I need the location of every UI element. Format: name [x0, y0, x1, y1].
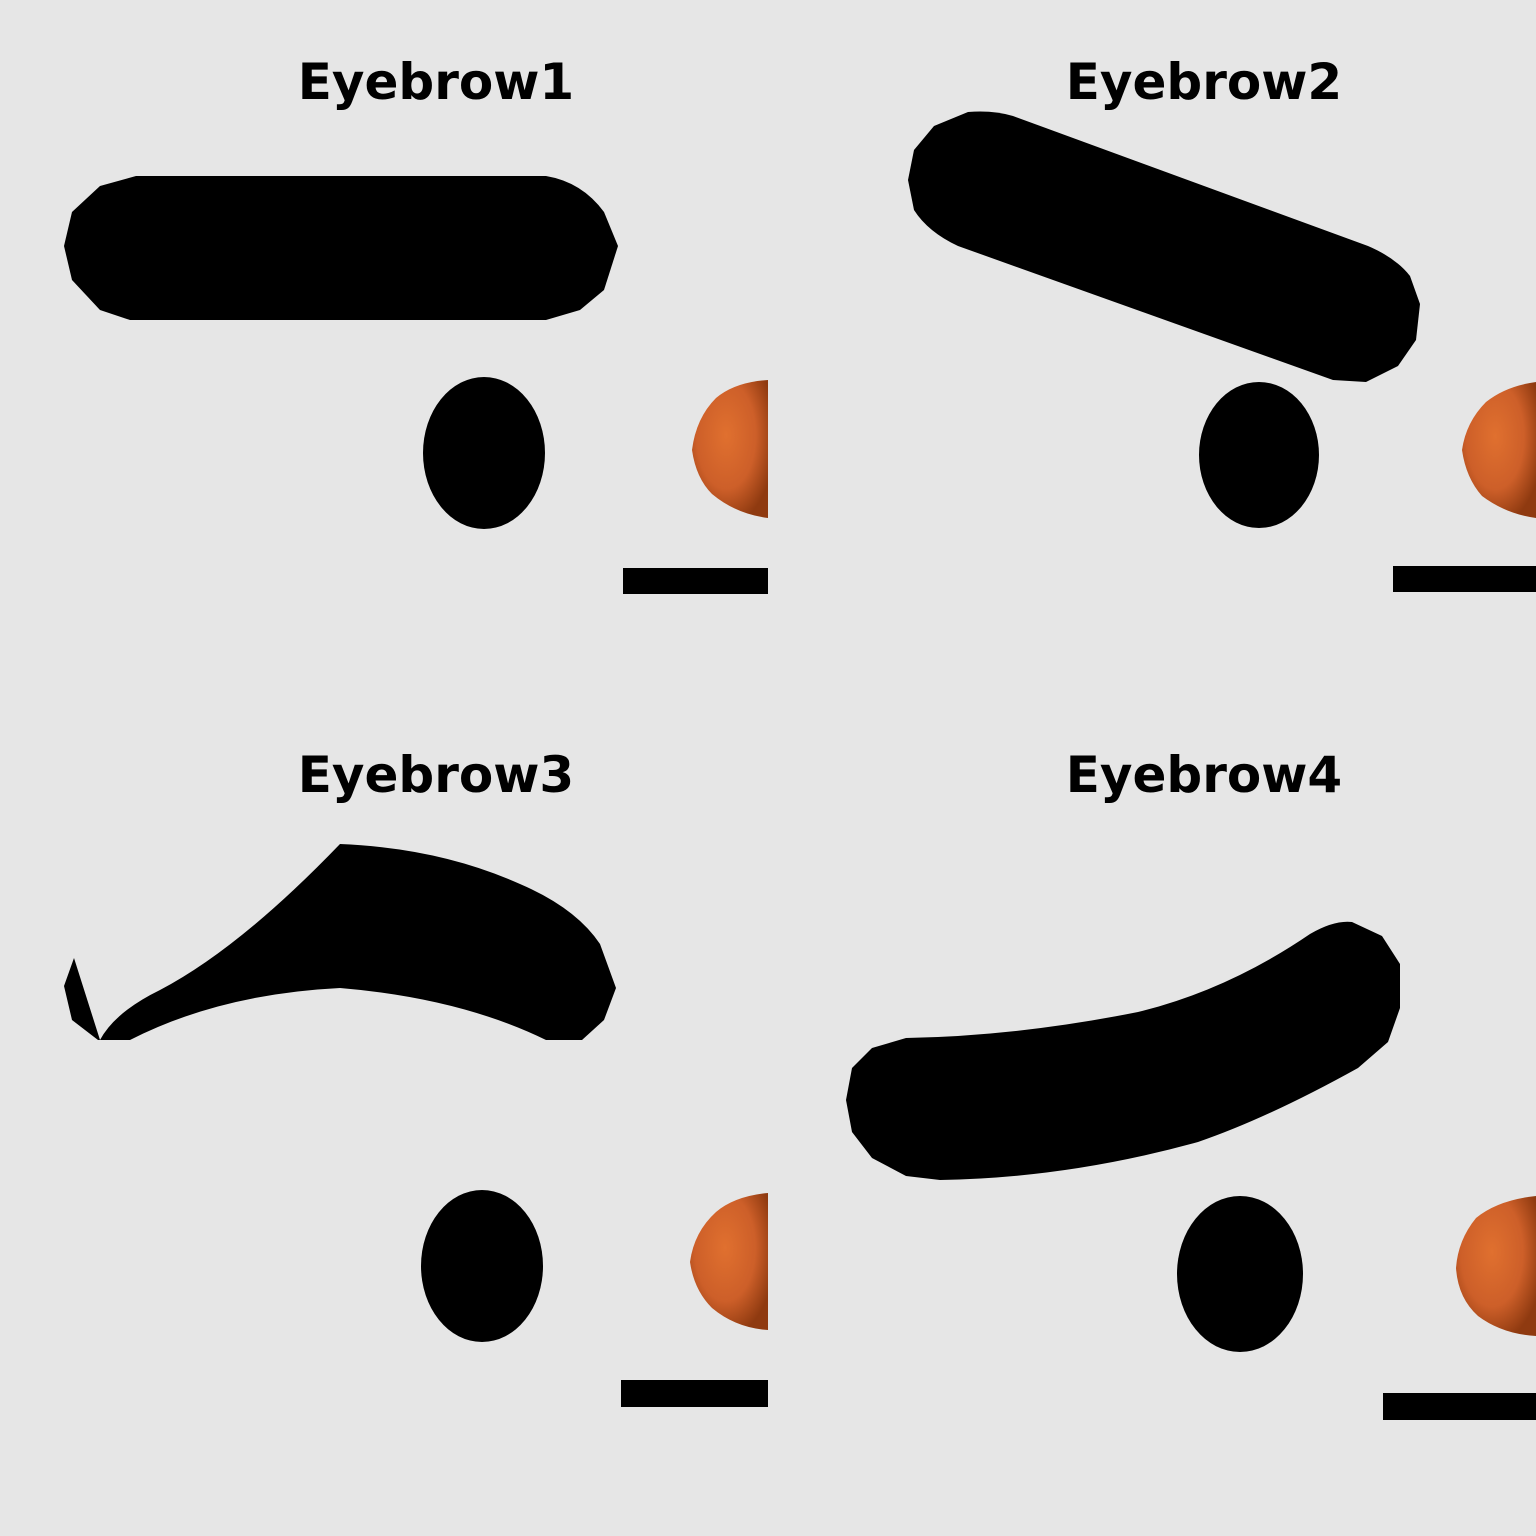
- eyebrow-panel-1[interactable]: Eyebrow1: [0, 0, 768, 768]
- mouth-shape: [1383, 1393, 1536, 1420]
- panel-title: Eyebrow2: [1065, 53, 1343, 111]
- face-preview-4: [846, 921, 1536, 1420]
- face-preview-1: [64, 176, 768, 594]
- face-preview-2: [908, 111, 1536, 592]
- eye-shape: [1199, 382, 1319, 528]
- nose-shape: [1456, 1196, 1536, 1336]
- eyebrow-panel-4[interactable]: Eyebrow4: [768, 746, 1536, 1536]
- eyebrow-shape: [64, 176, 618, 320]
- face-preview-3: [64, 844, 768, 1407]
- mouth-shape: [623, 568, 768, 594]
- eyebrow-panel-2[interactable]: Eyebrow2: [768, 0, 1536, 768]
- panel-title: Eyebrow1: [297, 53, 575, 111]
- mouth-shape: [621, 1380, 768, 1407]
- nose-shape: [1462, 382, 1536, 518]
- eyebrow-shape: [64, 844, 616, 1040]
- nose-shape: [692, 380, 768, 518]
- panel-title: Eyebrow3: [297, 746, 575, 804]
- eyebrow-panel-3[interactable]: Eyebrow3: [0, 746, 768, 1536]
- eye-shape: [423, 377, 545, 529]
- eyebrow-shape: [846, 921, 1400, 1180]
- eyebrow-shape: [908, 111, 1420, 382]
- eye-shape: [421, 1190, 543, 1342]
- eye-shape: [1177, 1196, 1303, 1352]
- nose-shape: [690, 1193, 768, 1330]
- panel-title: Eyebrow4: [1065, 746, 1343, 804]
- mouth-shape: [1393, 566, 1536, 592]
